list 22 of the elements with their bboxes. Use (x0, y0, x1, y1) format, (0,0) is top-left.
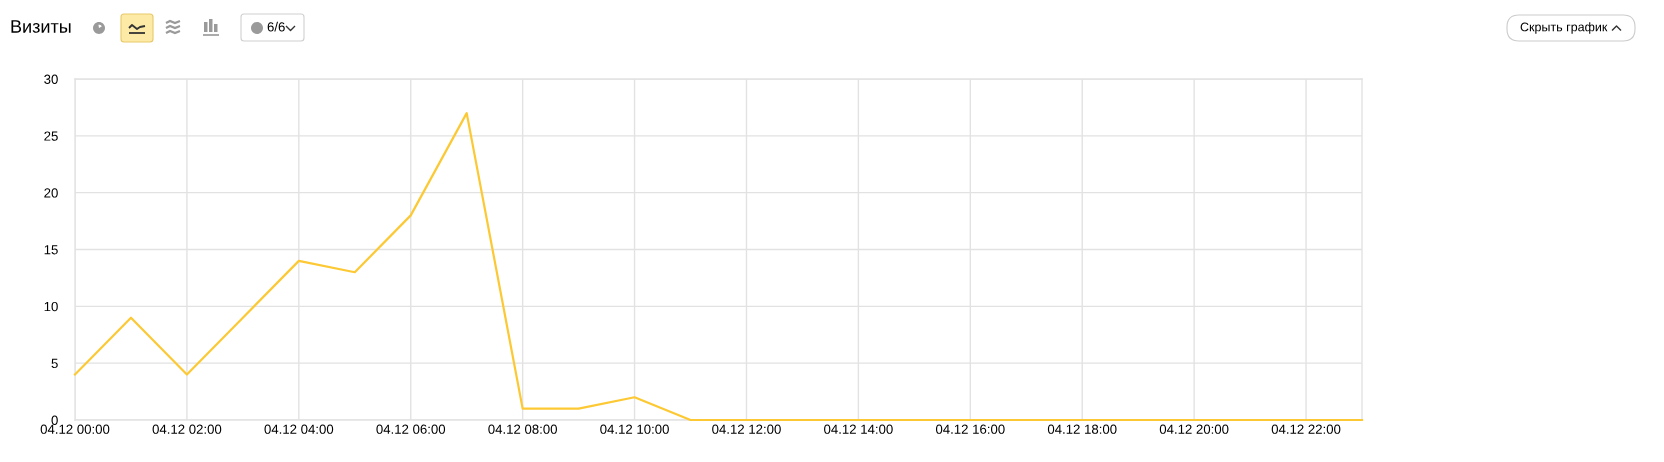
text: 6/6 (267, 21, 285, 32)
y-tick-label: 5 (51, 358, 58, 369)
y-tick-label: 25 (44, 131, 58, 141)
x-tick-label: 04.12 22:00 (1271, 424, 1341, 434)
chart-title: Визиты (11, 20, 71, 33)
y-tick-label: 0 (51, 415, 58, 425)
x-tick-label: 04.12 04:00 (264, 424, 334, 434)
x-tick-label: 04.12 18:00 (1047, 424, 1117, 434)
y-tick-label: 30 (44, 74, 58, 84)
y-tick-label: 10 (44, 301, 58, 312)
x-tick-label: 04.12 12:00 (712, 424, 781, 434)
x-tick-label: 04.12 08:00 (488, 424, 557, 434)
y-tick-label: 20 (44, 188, 58, 198)
x-tick-label: 04.12 14:00 (824, 424, 893, 434)
text: Скрыть график (1520, 22, 1608, 34)
x-tick-label: 04.12 16:00 (935, 424, 1005, 434)
y-tick-label: 15 (44, 245, 58, 255)
x-tick-label: 04.12 20:00 (1159, 424, 1229, 434)
x-tick-label: 04.12 06:00 (376, 424, 446, 434)
x-tick-label: 04.12 10:00 (600, 424, 669, 434)
x-tick-label: 04.12 00:00 (40, 424, 110, 434)
x-tick-label: 04.12 02:00 (152, 424, 222, 434)
